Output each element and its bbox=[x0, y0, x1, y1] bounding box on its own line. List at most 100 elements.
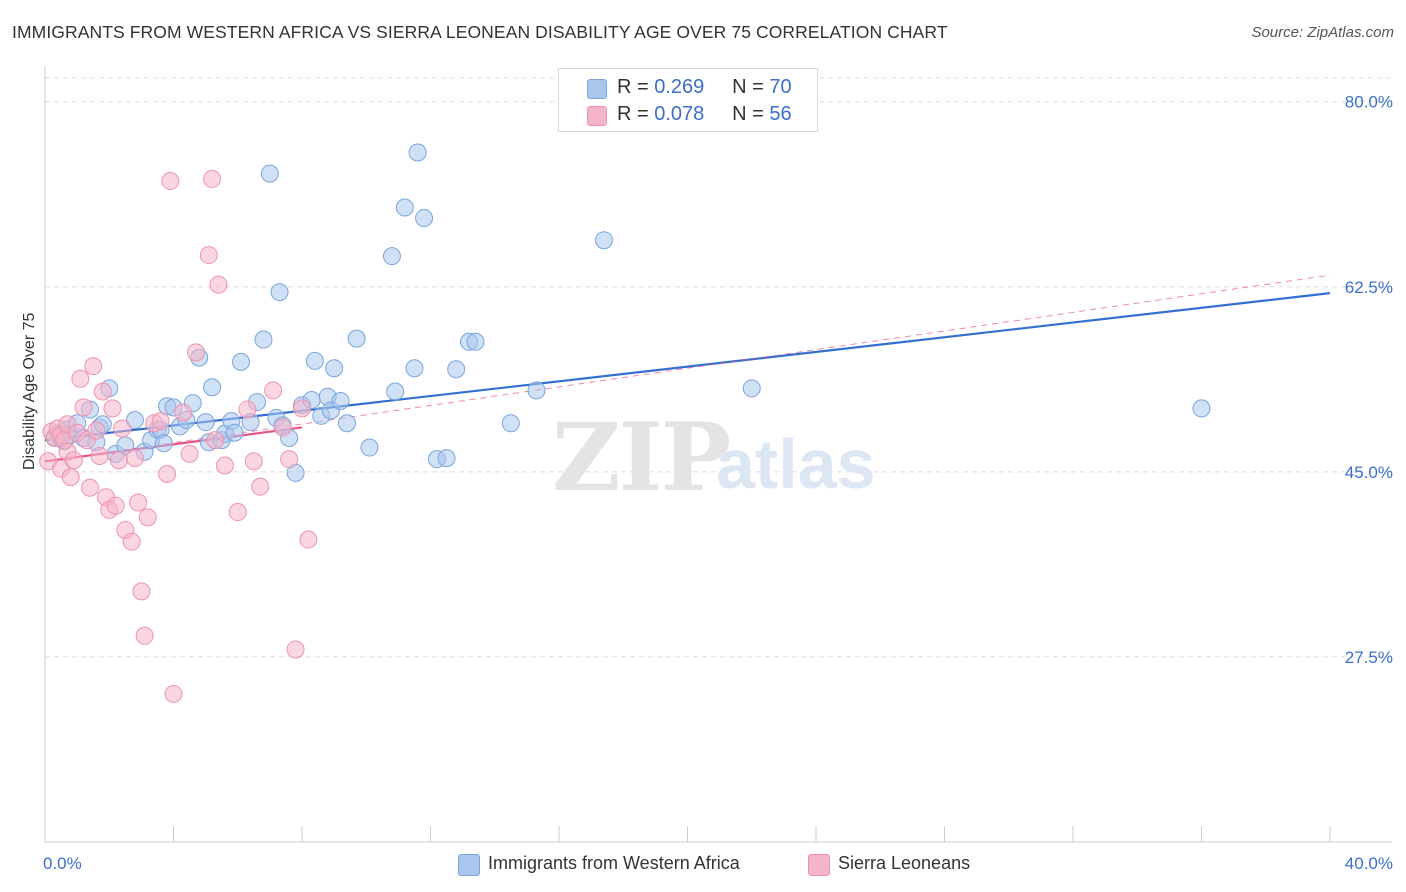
data-point-western-africa bbox=[594, 231, 613, 250]
data-point-sierra-leonean bbox=[122, 532, 141, 551]
data-point-sierra-leonean bbox=[125, 449, 144, 468]
data-point-sierra-leonean bbox=[174, 403, 193, 422]
y-tick-label: 80.0% bbox=[1345, 93, 1393, 112]
bottom-legend-label: Sierra Leoneans bbox=[838, 853, 971, 873]
legend-r-label: R = bbox=[617, 103, 655, 125]
data-point-western-africa bbox=[466, 332, 485, 351]
data-point-sierra-leonean bbox=[203, 169, 222, 188]
data-point-sierra-leonean bbox=[87, 421, 106, 440]
y-axis-label: Disability Age Over 75 bbox=[21, 312, 38, 470]
data-point-sierra-leonean bbox=[251, 477, 270, 496]
data-point-sierra-leonean bbox=[273, 418, 292, 437]
data-point-western-africa bbox=[225, 423, 244, 442]
data-point-sierra-leonean bbox=[280, 450, 299, 469]
bottom-legend-label: Immigrants from Western Africa bbox=[488, 853, 740, 873]
data-point-sierra-leonean bbox=[199, 246, 218, 265]
data-point-western-africa bbox=[305, 351, 324, 370]
data-point-western-africa bbox=[270, 283, 289, 302]
legend-swatch-pink bbox=[587, 106, 607, 126]
data-point-sierra-leonean bbox=[186, 343, 205, 362]
data-point-western-africa bbox=[742, 379, 761, 398]
data-point-western-africa bbox=[154, 434, 173, 453]
data-point-western-africa bbox=[527, 381, 546, 400]
data-point-western-africa bbox=[116, 436, 135, 455]
stats-legend: R = 0.269 N = 70 R = 0.078 N = 56 bbox=[558, 68, 818, 132]
data-point-sierra-leonean bbox=[209, 275, 228, 294]
data-point-western-africa bbox=[382, 247, 401, 266]
data-point-sierra-leonean bbox=[80, 478, 99, 497]
data-point-sierra-leonean bbox=[215, 456, 234, 475]
trend-extension-sierra-leonean bbox=[44, 274, 1331, 462]
y-tick-label: 45.0% bbox=[1345, 463, 1393, 482]
legend-n-label: N = bbox=[732, 76, 770, 98]
data-point-western-africa bbox=[408, 143, 427, 162]
data-point-western-africa bbox=[125, 411, 144, 430]
data-point-sierra-leonean bbox=[293, 399, 311, 418]
data-point-sierra-leonean bbox=[129, 493, 148, 512]
data-point-western-africa bbox=[395, 198, 414, 217]
legend-r-label: R = bbox=[617, 76, 655, 98]
data-point-sierra-leonean bbox=[158, 464, 177, 483]
data-point-sierra-leonean bbox=[132, 582, 151, 601]
data-point-sierra-leonean bbox=[206, 431, 225, 450]
data-point-sierra-leonean bbox=[244, 452, 263, 471]
data-point-sierra-leonean bbox=[64, 451, 83, 470]
y-tick-label: 62.5% bbox=[1345, 278, 1393, 297]
data-point-western-africa bbox=[260, 164, 279, 183]
data-point-western-africa bbox=[360, 438, 379, 457]
data-point-western-africa bbox=[203, 378, 222, 397]
data-point-western-africa bbox=[337, 414, 356, 433]
data-point-sierra-leonean bbox=[61, 468, 80, 487]
data-point-sierra-leonean bbox=[106, 496, 125, 515]
trend-line-sierra-leonean bbox=[44, 426, 303, 463]
y-tick-label: 27.5% bbox=[1345, 648, 1393, 667]
data-point-western-africa bbox=[196, 413, 215, 432]
data-point-western-africa bbox=[331, 392, 350, 411]
data-point-sierra-leonean bbox=[138, 508, 157, 527]
data-point-sierra-leonean bbox=[286, 640, 305, 659]
data-point-sierra-leonean bbox=[228, 503, 247, 522]
source-credit: Source: ZipAtlas.com bbox=[1251, 24, 1394, 41]
data-point-sierra-leonean bbox=[84, 357, 103, 376]
data-point-sierra-leonean bbox=[103, 399, 122, 418]
watermark-atlas: atlas bbox=[716, 425, 876, 503]
data-point-western-africa bbox=[1192, 399, 1211, 418]
legend-n-label: N = bbox=[732, 103, 770, 125]
data-point-sierra-leonean bbox=[90, 447, 109, 465]
data-point-sierra-leonean bbox=[109, 451, 128, 470]
data-point-sierra-leonean bbox=[71, 369, 90, 388]
data-point-western-africa bbox=[437, 449, 456, 468]
data-point-western-africa bbox=[231, 352, 250, 371]
data-point-sierra-leonean bbox=[151, 412, 170, 431]
chart-title: IMMIGRANTS FROM WESTERN AFRICA VS SIERRA… bbox=[12, 22, 948, 42]
x-tick-label-max: 40.0% bbox=[1345, 854, 1393, 873]
x-tick-label-min: 0.0% bbox=[43, 854, 82, 873]
legend-r-value: 0.269 bbox=[654, 76, 705, 98]
data-point-western-africa bbox=[447, 360, 466, 379]
data-point-sierra-leonean bbox=[180, 444, 199, 463]
legend-n-value: 56 bbox=[769, 103, 792, 125]
data-point-western-africa bbox=[254, 330, 273, 349]
data-point-sierra-leonean bbox=[93, 382, 112, 401]
watermark-zip: ZIP bbox=[552, 403, 730, 513]
data-point-western-africa bbox=[325, 359, 344, 378]
data-point-sierra-leonean bbox=[164, 684, 183, 703]
bottom-legend-swatch-blue bbox=[458, 854, 480, 876]
legend-r-value: 0.078 bbox=[654, 103, 705, 125]
legend-n-value: 70 bbox=[769, 76, 792, 98]
bottom-legend-swatch-pink bbox=[808, 854, 830, 876]
data-point-sierra-leonean bbox=[161, 172, 180, 191]
data-point-sierra-leonean bbox=[113, 419, 132, 438]
tick-labels: 27.5% 45.0% 62.5% 80.0% 0.0% 40.0% bbox=[43, 93, 1393, 873]
data-point-western-africa bbox=[347, 329, 366, 348]
data-point-sierra-leonean bbox=[135, 626, 154, 645]
data-point-western-africa bbox=[405, 359, 424, 378]
data-point-sierra-leonean bbox=[74, 398, 93, 417]
data-point-sierra-leonean bbox=[299, 530, 318, 549]
trend-lines bbox=[44, 274, 1331, 463]
data-point-western-africa bbox=[501, 414, 520, 433]
data-point-western-africa bbox=[386, 382, 405, 401]
data-points bbox=[39, 143, 1211, 703]
